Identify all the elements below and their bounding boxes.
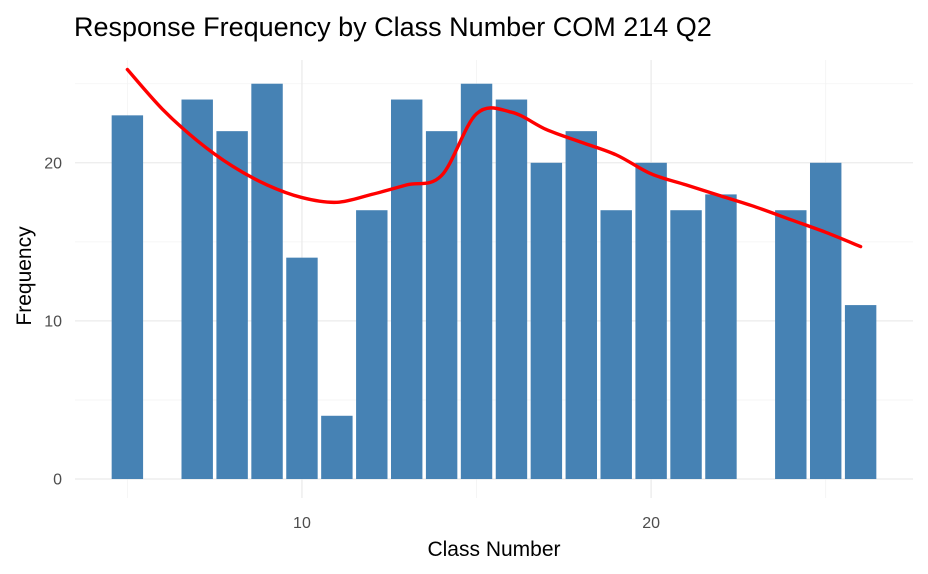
bar-class-16 [495, 99, 528, 480]
bars [111, 83, 877, 480]
bar-class-12 [356, 210, 388, 480]
bar-class-22 [705, 194, 737, 480]
x-tick-label-10: 10 [293, 515, 311, 532]
bar-class-19 [600, 210, 632, 480]
chart-title: Response Frequency by Class Number COM 2… [74, 12, 712, 42]
bar-class-15 [460, 83, 493, 480]
x-axis-label: Class Number [427, 538, 560, 561]
bar-class-24 [775, 210, 807, 480]
x-tick-label-20: 20 [642, 515, 660, 532]
bar-class-10 [286, 257, 318, 480]
y-tick-label-20: 20 [44, 155, 62, 172]
y-axis-label: Frequency [13, 226, 36, 326]
bar-class-7 [181, 99, 213, 480]
bar-class-20 [635, 162, 667, 480]
bar-class-14 [425, 131, 458, 480]
y-tick-label-0: 0 [53, 472, 62, 489]
bar-class-5 [111, 115, 144, 480]
smooth-line-layer [125, 67, 863, 249]
bar-class-26 [844, 305, 877, 480]
smooth-trend-line [125, 67, 863, 249]
bar-class-11 [321, 415, 353, 480]
bar-class-17 [530, 162, 563, 480]
bar-class-18 [565, 131, 598, 480]
bar-class-8 [216, 131, 248, 480]
bar-class-21 [670, 210, 702, 480]
bar-class-25 [809, 162, 842, 480]
bar-class-9 [251, 83, 283, 480]
y-tick-label-10: 10 [44, 313, 62, 330]
tick-labels: 0 10 20 10 20 [44, 155, 660, 532]
bar-class-13 [390, 99, 423, 480]
